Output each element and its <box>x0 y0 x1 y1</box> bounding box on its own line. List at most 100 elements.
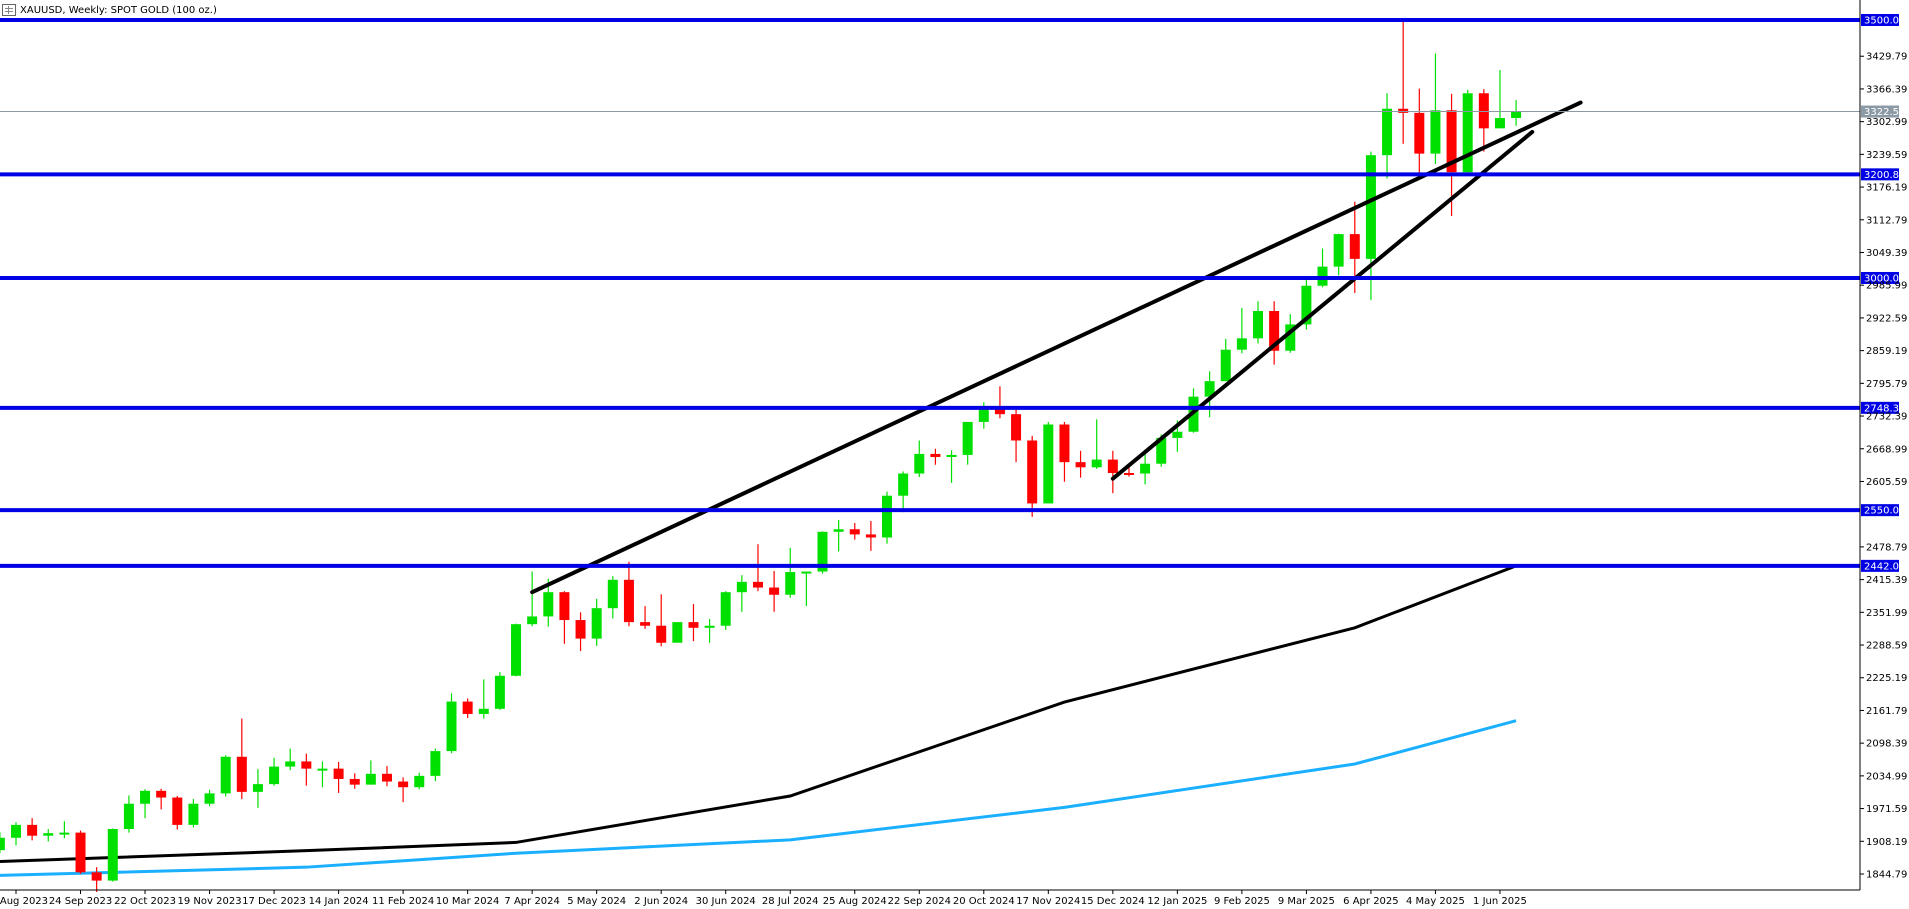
candle <box>1140 450 1151 485</box>
time-tick-label: 22 Sep 2024 <box>888 896 951 907</box>
candle <box>59 821 70 839</box>
candle-body <box>494 675 505 709</box>
candle-body <box>801 571 812 574</box>
horizontal-level-label: 2748.30 <box>1864 403 1905 414</box>
candle <box>962 421 973 465</box>
chart-window-icon <box>2 4 16 16</box>
candle <box>801 571 812 607</box>
candle <box>1494 70 1505 129</box>
horizontal-levels: 3322.58 3500.00 3200.85 3000.00 2748.30 2550.… <box>0 14 1905 572</box>
candle-body <box>543 592 554 617</box>
time-tick-label: 10 Mar 2024 <box>436 896 499 907</box>
candle <box>381 766 392 787</box>
price-tick-label: 2985.99 <box>1866 281 1907 292</box>
candle-body <box>656 625 667 643</box>
candle-body <box>1333 234 1344 267</box>
price-tick-label: 2288.59 <box>1866 641 1907 652</box>
price-tick-label: 3176.19 <box>1866 183 1907 194</box>
candle <box>494 672 505 710</box>
time-tick-label: 4 May 2025 <box>1406 896 1465 907</box>
trend-line <box>1110 129 1535 481</box>
price-tick-label: 1844.79 <box>1866 870 1907 881</box>
candle-body <box>252 784 263 792</box>
candle-body <box>188 803 199 825</box>
candle-body <box>236 756 247 792</box>
candle-body <box>1430 110 1441 154</box>
candle-body <box>204 793 215 804</box>
candle <box>1462 89 1473 175</box>
horizontal-level-label: 3000.00 <box>1864 273 1905 284</box>
time-tick-label: 28 Jul 2024 <box>762 896 819 907</box>
candle <box>204 789 215 807</box>
moving-averages <box>0 564 1517 877</box>
candle-body <box>898 473 909 496</box>
candle-body <box>591 608 602 639</box>
candle-body <box>1446 110 1457 173</box>
candle <box>849 523 860 540</box>
candle <box>1414 88 1425 174</box>
candle-body <box>1462 93 1473 173</box>
price-tick-label: 2668.99 <box>1866 444 1907 455</box>
horizontal-level-label: 3200.85 <box>1864 170 1905 181</box>
candle-body <box>785 572 796 595</box>
candle-body <box>1301 285 1312 325</box>
time-tick-label: 15 Dec 2024 <box>1081 896 1145 907</box>
candle <box>930 448 941 465</box>
time-tick-label: 25 Aug 2024 <box>823 896 887 907</box>
candle-body <box>91 872 102 881</box>
candle <box>511 623 522 677</box>
candle <box>559 591 570 644</box>
price-tick-label: 2922.59 <box>1866 313 1907 324</box>
candle <box>1430 53 1441 164</box>
candle <box>688 604 699 642</box>
candle <box>91 867 102 892</box>
candle-body <box>1382 108 1393 156</box>
candle <box>462 698 473 719</box>
candle <box>123 795 134 833</box>
candle <box>317 761 328 788</box>
candle-body <box>75 832 86 873</box>
chart-title: XAUUSD, Weekly: SPOT GOLD (100 oz.) <box>20 4 217 16</box>
price-tick-label: 2034.99 <box>1866 771 1907 782</box>
candle <box>785 547 796 598</box>
time-tick-label: 27 Aug 2023 <box>0 896 48 907</box>
candle-body <box>752 581 763 588</box>
candle-body <box>1269 310 1280 351</box>
current-price-label: 3322.58 <box>1864 107 1905 118</box>
candle-body <box>1349 234 1360 259</box>
candle <box>188 799 199 828</box>
time-tick-label: 12 Jan 2025 <box>1147 896 1207 907</box>
candle-body <box>398 781 409 788</box>
candle <box>252 769 263 808</box>
candle-body <box>43 833 54 836</box>
candle <box>220 755 231 797</box>
candle-body <box>720 592 731 626</box>
candle-body <box>1043 424 1054 504</box>
candle <box>1317 248 1328 288</box>
candle-body <box>672 622 683 643</box>
moving-average-slow <box>0 719 1517 877</box>
candle-body <box>688 622 699 628</box>
time-tick-label: 22 Oct 2023 <box>114 896 176 907</box>
time-tick-label: 20 Oct 2024 <box>953 896 1015 907</box>
candle-body <box>269 766 280 785</box>
price-tick-label: 2098.39 <box>1866 739 1907 750</box>
moving-average-fast <box>0 564 1517 864</box>
candle <box>720 591 731 630</box>
candle <box>527 571 538 627</box>
candle-body <box>349 778 360 785</box>
candle-body <box>1365 155 1376 259</box>
price-tick-label: 2732.39 <box>1866 412 1907 423</box>
candle-body <box>946 454 957 458</box>
candle <box>833 519 844 552</box>
candle <box>1382 93 1393 179</box>
candle <box>1011 406 1022 463</box>
time-tick-label: 5 May 2024 <box>567 896 626 907</box>
candle-body <box>640 622 651 626</box>
candle-body <box>914 453 925 474</box>
candle <box>1107 450 1118 494</box>
candle <box>285 748 296 771</box>
candle <box>478 679 489 719</box>
horizontal-level-label-bg <box>1861 168 1899 181</box>
